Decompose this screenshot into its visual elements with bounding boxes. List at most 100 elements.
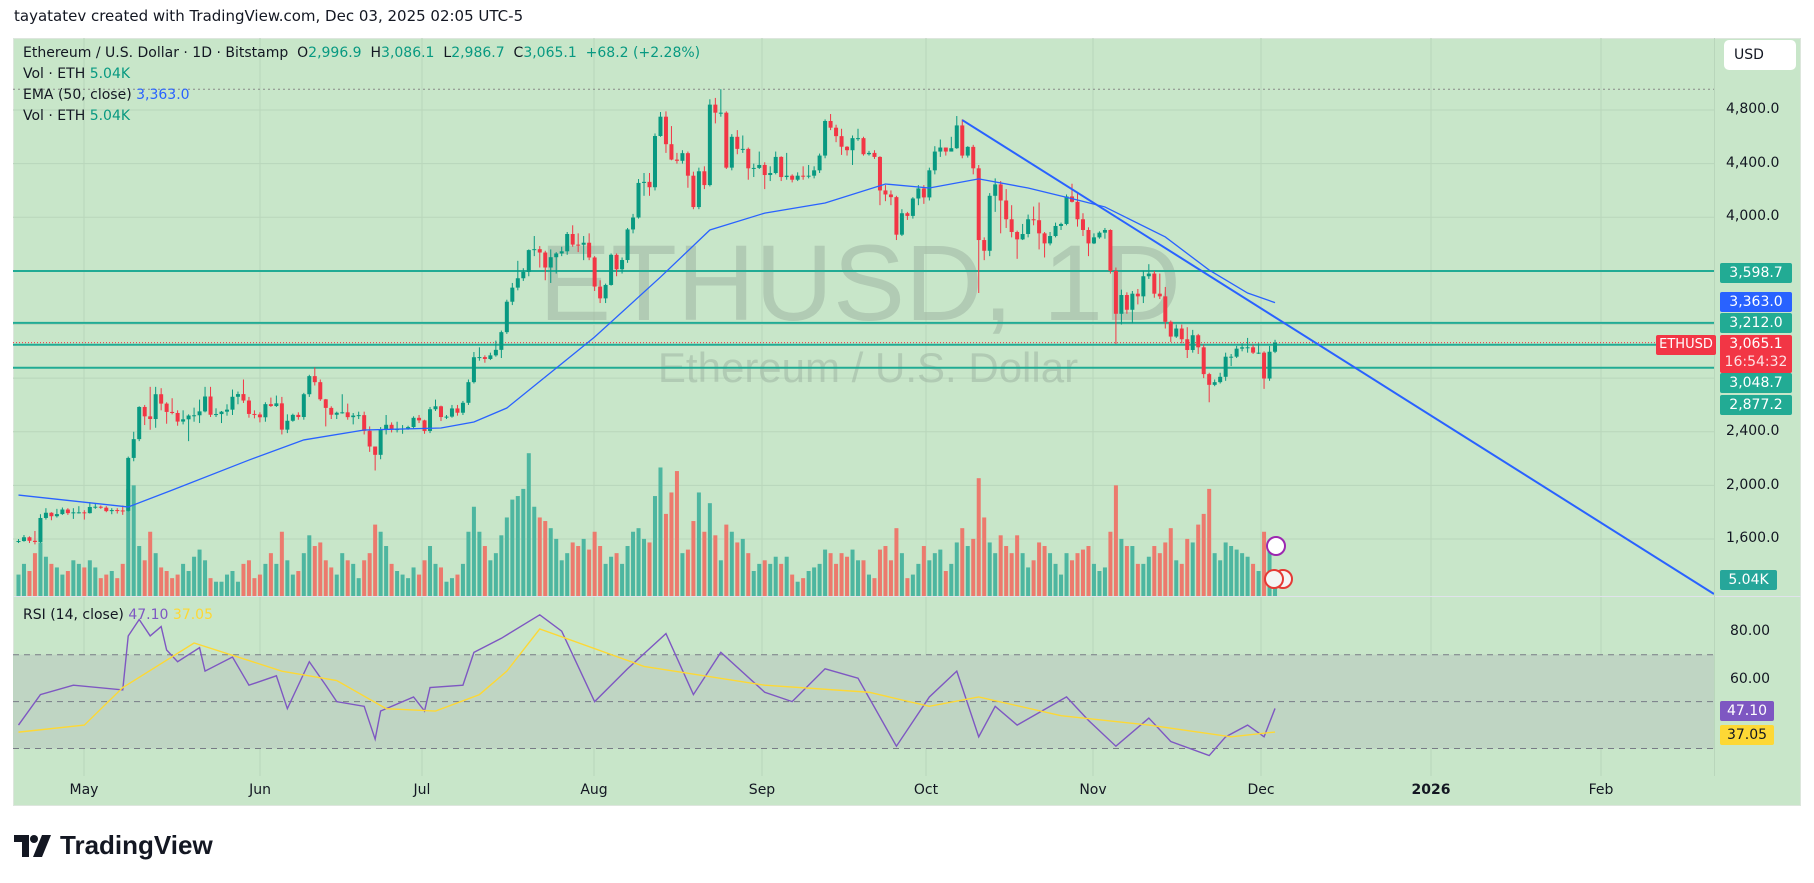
rsi-label: RSI (14, close) bbox=[23, 607, 124, 623]
volume-legend[interactable]: Vol · ETH 5.04K bbox=[23, 66, 130, 82]
volume-bar bbox=[1124, 546, 1129, 596]
currency-button[interactable]: USD bbox=[1724, 40, 1796, 70]
volume-bar bbox=[1004, 546, 1009, 596]
ema-legend[interactable]: EMA (50, close) 3,363.0 bbox=[23, 87, 190, 103]
candle-body bbox=[1146, 273, 1151, 277]
candle-body bbox=[949, 148, 954, 152]
candle-body bbox=[570, 234, 575, 245]
rsi-line bbox=[17, 613, 1276, 757]
candle-body bbox=[1102, 229, 1107, 233]
volume-bar bbox=[131, 485, 136, 596]
volume-bar bbox=[652, 496, 657, 596]
candle-body bbox=[384, 424, 389, 430]
candle-body bbox=[894, 197, 899, 235]
volume-bar bbox=[1185, 538, 1190, 596]
candle-body bbox=[87, 506, 92, 514]
volume-bar bbox=[1223, 542, 1228, 596]
candle-body bbox=[164, 403, 169, 412]
candle-body bbox=[1020, 234, 1025, 240]
volume-bar bbox=[1152, 546, 1157, 596]
volume-bar bbox=[417, 574, 422, 596]
candle-body bbox=[21, 537, 26, 542]
candle-body bbox=[642, 181, 647, 183]
symbol-title[interactable]: Ethereum / U.S. Dollar · 1D · Bitstamp bbox=[23, 45, 289, 61]
volume-bar bbox=[1009, 553, 1014, 596]
candle-body bbox=[252, 413, 257, 415]
volume-bar bbox=[1245, 556, 1250, 596]
volume-bar bbox=[1091, 563, 1096, 596]
candle-body bbox=[1124, 295, 1129, 310]
volume-value: 5.04K bbox=[89, 108, 131, 124]
volume-bar bbox=[877, 549, 882, 596]
candle-body bbox=[1042, 233, 1047, 244]
candle-body bbox=[175, 412, 180, 422]
level-tag: 3,048.7 bbox=[1720, 373, 1792, 393]
candle-body bbox=[1218, 376, 1223, 383]
volume-bar bbox=[762, 560, 767, 596]
volume-bar bbox=[910, 574, 915, 596]
candle-body bbox=[422, 420, 427, 431]
volume-bar bbox=[669, 492, 674, 596]
candle-body bbox=[1190, 335, 1195, 350]
candle-body bbox=[93, 506, 98, 508]
volume-bar bbox=[285, 560, 290, 596]
candle-body bbox=[1179, 328, 1184, 340]
volume-bar bbox=[642, 538, 647, 596]
volume-bar bbox=[148, 531, 153, 596]
candle-body bbox=[899, 213, 904, 235]
candle-body bbox=[784, 175, 789, 178]
volume-bar bbox=[290, 574, 295, 596]
candle-body bbox=[976, 168, 981, 241]
volume-bar bbox=[537, 517, 542, 596]
candle-body bbox=[142, 406, 147, 417]
rsi-tick: 60.00 bbox=[1730, 671, 1771, 687]
volume-bar bbox=[1240, 553, 1245, 596]
candle-body bbox=[1201, 347, 1206, 375]
price-tick: 2,400.0 bbox=[1726, 423, 1780, 439]
candle-body bbox=[43, 512, 48, 518]
volume-tag: 5.04K bbox=[1720, 570, 1777, 590]
volume-bar bbox=[658, 467, 663, 596]
volume-bar bbox=[587, 549, 592, 596]
volume-bar bbox=[768, 563, 773, 596]
volume-bar bbox=[241, 563, 246, 596]
candle-body bbox=[301, 394, 306, 418]
change-value: +68.2 (+2.28%) bbox=[585, 45, 701, 61]
volume-bar bbox=[1053, 563, 1058, 596]
volume-bar bbox=[71, 560, 76, 596]
volume-bar bbox=[751, 571, 756, 596]
candle-body bbox=[916, 188, 921, 199]
volume-bar bbox=[521, 488, 526, 596]
candle-body bbox=[1267, 351, 1272, 379]
candle-body bbox=[691, 175, 696, 208]
candle-body bbox=[1091, 237, 1096, 244]
volume-legend-2[interactable]: Vol · ETH 5.04K bbox=[23, 108, 130, 124]
candle-body bbox=[790, 175, 795, 180]
candle-body bbox=[817, 155, 822, 171]
candle-body bbox=[1135, 293, 1140, 297]
volume-bar bbox=[510, 499, 515, 596]
volume-bar bbox=[960, 528, 965, 596]
candle-body bbox=[1053, 225, 1058, 237]
volume-bar bbox=[428, 546, 433, 596]
candle-body bbox=[230, 396, 235, 410]
volume-bar bbox=[647, 542, 652, 596]
volume-bar bbox=[93, 567, 98, 596]
candle-body bbox=[866, 152, 871, 155]
volume-bar bbox=[1026, 567, 1031, 596]
volume-bar bbox=[921, 546, 926, 596]
candle-body bbox=[1273, 342, 1278, 352]
candle-body bbox=[987, 195, 992, 251]
volume-bar bbox=[861, 560, 866, 596]
volume-bar bbox=[932, 553, 937, 596]
candle-body bbox=[537, 249, 542, 253]
volume-bar bbox=[192, 556, 197, 596]
volume-bar bbox=[565, 553, 570, 596]
rsi-legend[interactable]: RSI (14, close) 47.10 37.05 bbox=[23, 607, 213, 623]
tradingview-logo[interactable]: TradingView bbox=[14, 830, 213, 861]
candle-body bbox=[312, 376, 317, 383]
candle-body bbox=[428, 409, 433, 431]
candle-body bbox=[279, 403, 284, 430]
candle-body bbox=[877, 156, 882, 191]
